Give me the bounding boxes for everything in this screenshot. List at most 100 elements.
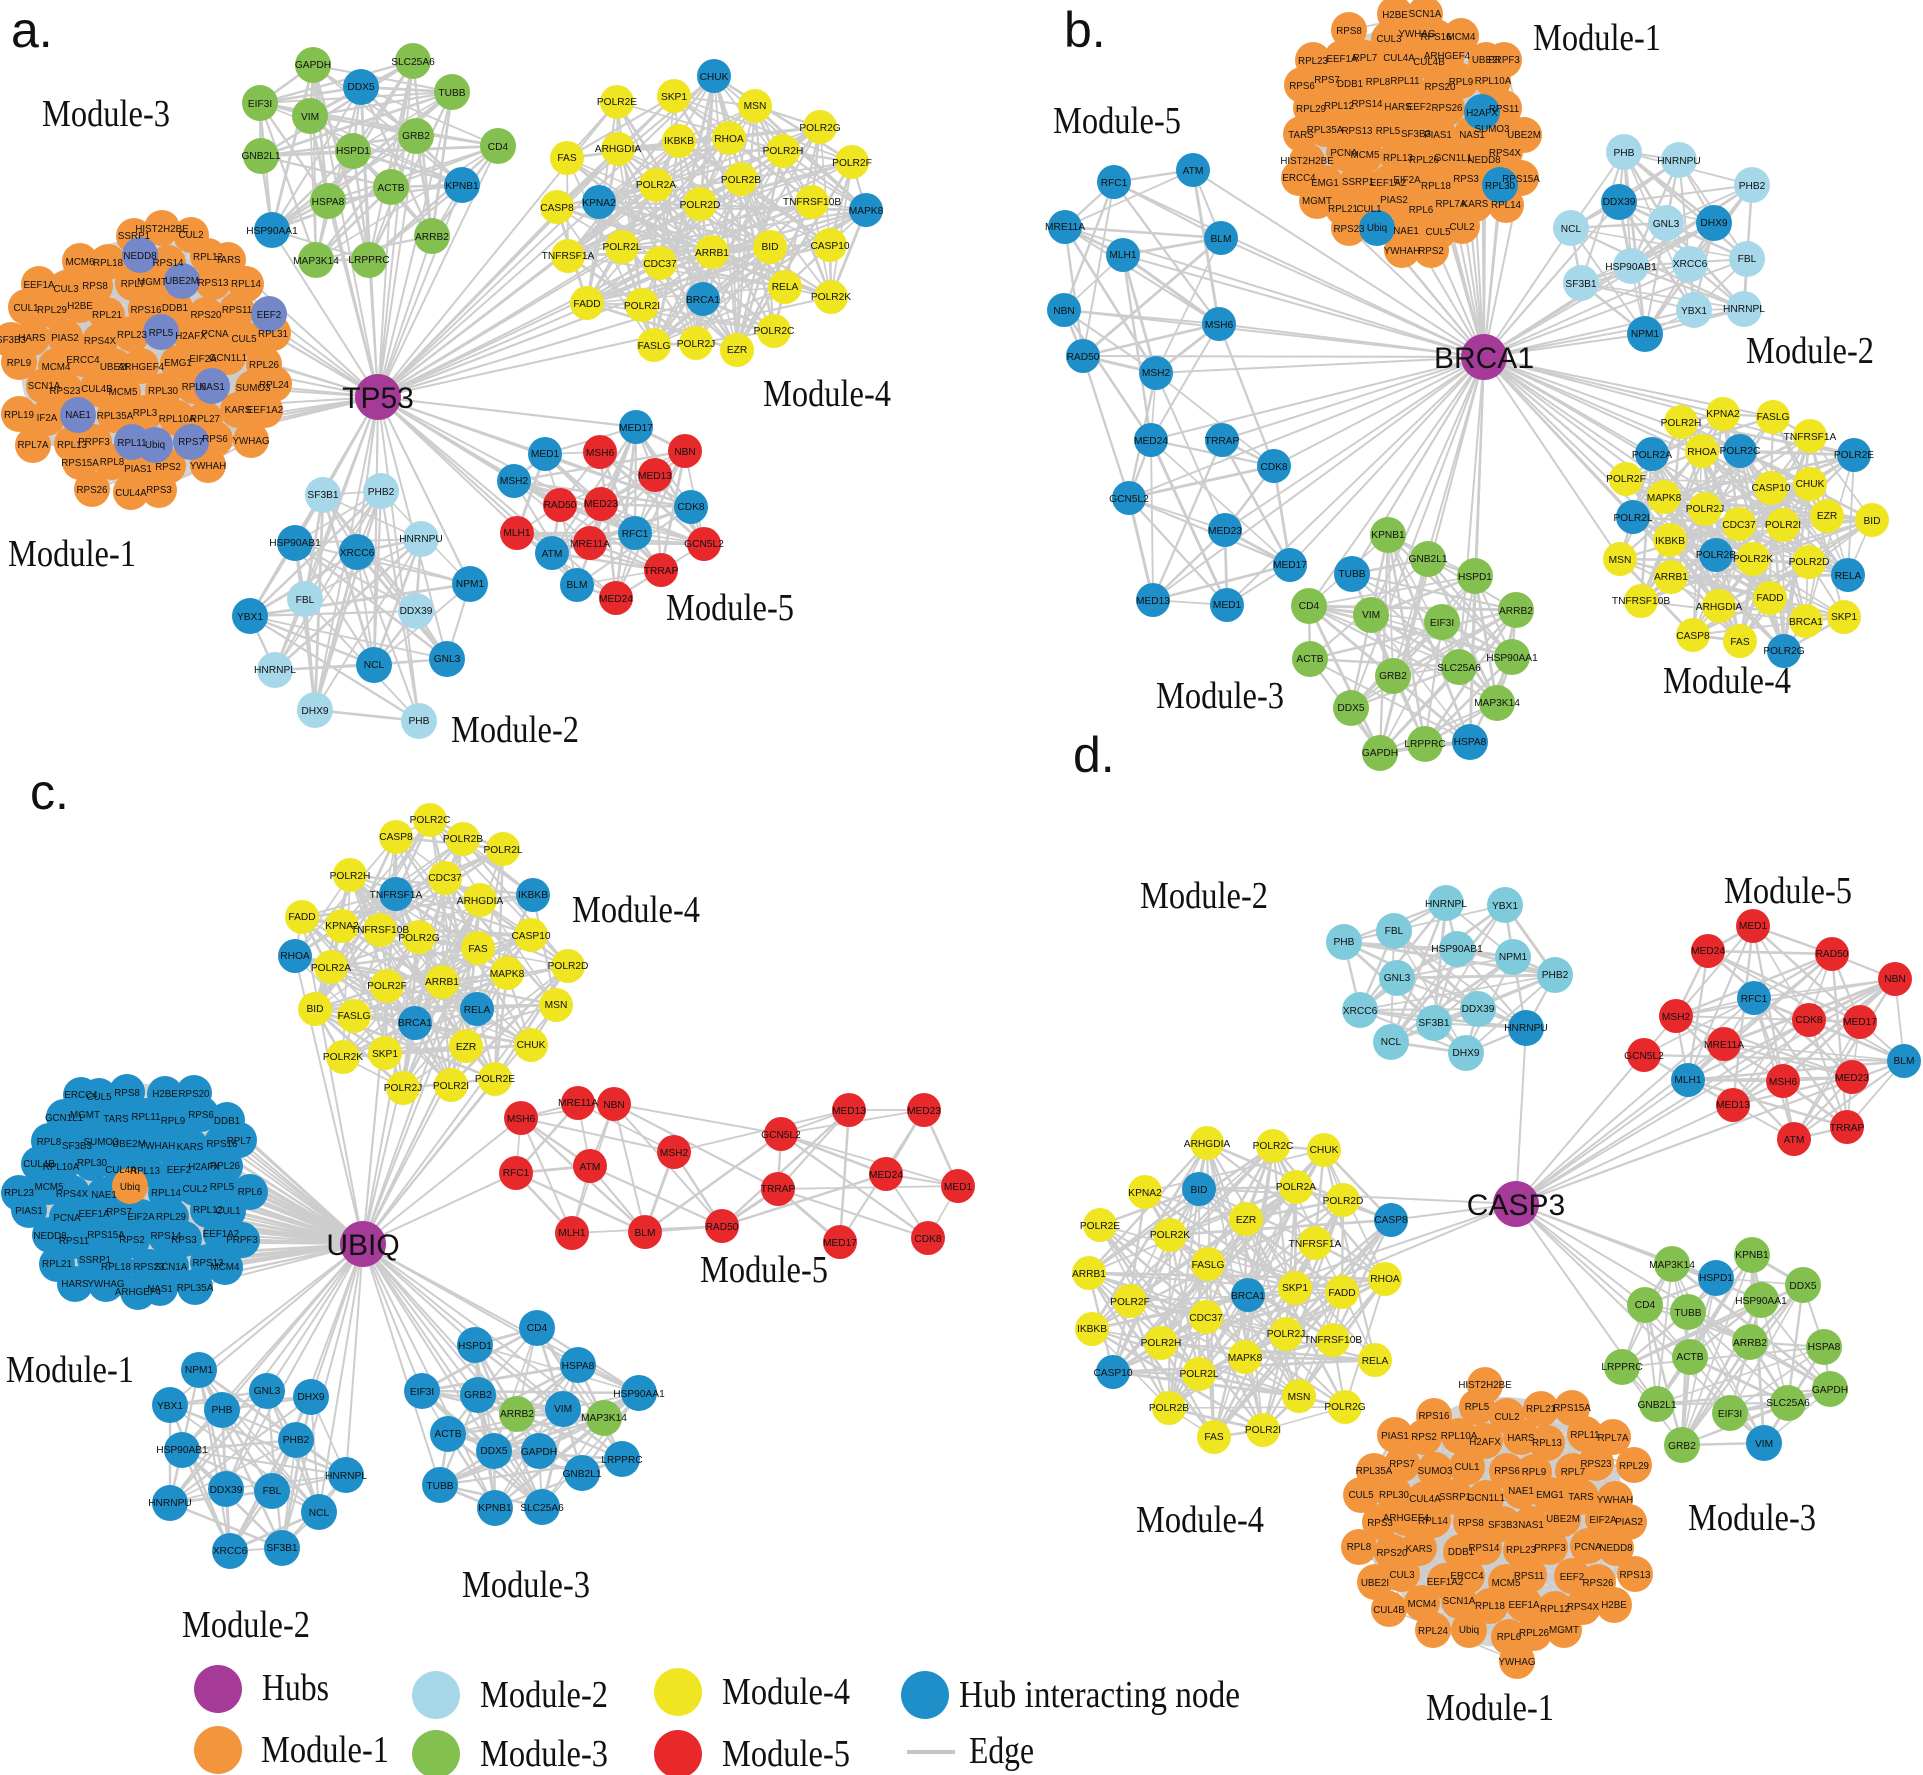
svg-text:ARRB1: ARRB1 xyxy=(1072,1269,1106,1280)
svg-text:EIF2A: EIF2A xyxy=(189,354,217,365)
svg-text:GNL3: GNL3 xyxy=(254,1386,281,1397)
svg-text:EIF3I: EIF3I xyxy=(1430,618,1454,629)
svg-text:HSP90AB1: HSP90AB1 xyxy=(156,1445,208,1456)
svg-text:RFC1: RFC1 xyxy=(622,529,649,540)
svg-text:CUL1: CUL1 xyxy=(1454,1462,1479,1473)
svg-text:RPL24: RPL24 xyxy=(1418,1626,1449,1637)
svg-text:SKP1: SKP1 xyxy=(1282,1283,1308,1294)
svg-text:RPL35A: RPL35A xyxy=(1307,125,1344,136)
svg-text:RPL9: RPL9 xyxy=(7,358,32,369)
svg-text:H2AFX: H2AFX xyxy=(175,331,207,342)
svg-text:TUBB: TUBB xyxy=(1674,1308,1701,1319)
svg-text:PHB2: PHB2 xyxy=(368,487,395,498)
svg-text:EIF2A: EIF2A xyxy=(1589,1515,1617,1526)
svg-text:PCNA: PCNA xyxy=(201,329,229,340)
svg-text:GCN5L2: GCN5L2 xyxy=(1109,494,1149,505)
svg-text:RPL8: RPL8 xyxy=(37,1137,62,1148)
svg-text:CASP10: CASP10 xyxy=(1093,1368,1132,1379)
svg-text:POLR2F: POLR2F xyxy=(367,981,407,992)
svg-text:RPS7: RPS7 xyxy=(1389,1459,1415,1470)
svg-text:KPNB1: KPNB1 xyxy=(445,181,479,192)
svg-text:POLR2C: POLR2C xyxy=(1253,1141,1294,1152)
svg-text:MED1: MED1 xyxy=(944,1182,973,1193)
svg-text:TNFRSF1A: TNFRSF1A xyxy=(370,890,423,901)
svg-text:POLR2D: POLR2D xyxy=(680,200,721,211)
svg-text:ARRB1: ARRB1 xyxy=(1654,572,1688,583)
svg-text:Module-2: Module-2 xyxy=(480,1674,608,1716)
svg-text:CUL2: CUL2 xyxy=(178,230,203,241)
svg-text:RPL21: RPL21 xyxy=(1328,204,1358,215)
svg-text:DDB1: DDB1 xyxy=(1337,79,1363,90)
svg-text:MED1: MED1 xyxy=(531,449,560,460)
svg-text:RPL12: RPL12 xyxy=(193,1205,223,1216)
svg-text:GCN5L2: GCN5L2 xyxy=(684,539,724,550)
svg-text:RPS7: RPS7 xyxy=(106,1207,132,1218)
svg-text:FBL: FBL xyxy=(1738,254,1757,265)
svg-text:POLR2I: POLR2I xyxy=(433,1081,469,1092)
svg-text:Ubiq: Ubiq xyxy=(145,440,165,451)
svg-text:GNL3: GNL3 xyxy=(434,654,461,665)
svg-text:GNB2L1: GNB2L1 xyxy=(1408,554,1447,565)
svg-text:RPS4X: RPS4X xyxy=(84,336,117,347)
svg-text:HSP90AA1: HSP90AA1 xyxy=(613,1389,665,1400)
svg-text:RPL13: RPL13 xyxy=(1532,1438,1563,1449)
svg-text:RELA: RELA xyxy=(464,1005,491,1016)
svg-text:RELA: RELA xyxy=(772,282,799,293)
svg-text:VIM: VIM xyxy=(554,1404,572,1415)
svg-text:XRCC6: XRCC6 xyxy=(213,1546,248,1557)
svg-text:YBX1: YBX1 xyxy=(1681,306,1707,317)
svg-text:GCN5L2: GCN5L2 xyxy=(761,1130,801,1141)
svg-text:EZR: EZR xyxy=(1236,1215,1256,1226)
svg-text:POLR2A: POLR2A xyxy=(1276,1182,1316,1193)
svg-text:NCL: NCL xyxy=(1561,224,1582,235)
svg-text:Module-1: Module-1 xyxy=(1426,1687,1554,1729)
svg-text:RPS7: RPS7 xyxy=(178,437,204,448)
svg-text:Edge: Edge xyxy=(969,1730,1034,1772)
svg-text:RPS8: RPS8 xyxy=(1458,1518,1484,1529)
svg-text:d.: d. xyxy=(1073,727,1115,783)
svg-text:CHUK: CHUK xyxy=(1796,479,1825,490)
svg-text:POLR2D: POLR2D xyxy=(548,961,589,972)
svg-text:HSP90AA1: HSP90AA1 xyxy=(1735,1296,1787,1307)
svg-text:MAP3K14: MAP3K14 xyxy=(1474,698,1520,709)
svg-text:MLH1: MLH1 xyxy=(1109,250,1137,261)
svg-text:POLR2L: POLR2L xyxy=(483,845,522,856)
svg-text:LRPPRC: LRPPRC xyxy=(1404,739,1445,750)
svg-text:HNRNPL: HNRNPL xyxy=(254,665,296,676)
svg-text:Module-4: Module-4 xyxy=(1136,1499,1264,1541)
svg-text:RPL26: RPL26 xyxy=(249,360,280,371)
svg-text:BLM: BLM xyxy=(1211,234,1232,245)
svg-text:ARRB2: ARRB2 xyxy=(415,232,449,243)
svg-text:SF3B1: SF3B1 xyxy=(1565,279,1596,290)
svg-text:CASP8: CASP8 xyxy=(1676,631,1710,642)
svg-text:MAPK8: MAPK8 xyxy=(1647,493,1682,504)
svg-text:MED17: MED17 xyxy=(619,423,653,434)
svg-text:RPL30: RPL30 xyxy=(77,1158,108,1169)
svg-text:HSPD1: HSPD1 xyxy=(1699,1273,1733,1284)
svg-text:FADD: FADD xyxy=(288,912,315,923)
svg-text:RPL13: RPL13 xyxy=(57,440,88,451)
svg-text:RPS16: RPS16 xyxy=(1418,1411,1450,1422)
svg-text:RPL18: RPL18 xyxy=(93,258,124,269)
svg-text:RPL24: RPL24 xyxy=(259,380,290,391)
svg-text:MSH6: MSH6 xyxy=(1769,1077,1798,1088)
svg-text:DHX9: DHX9 xyxy=(297,1392,325,1403)
svg-text:POLR2G: POLR2G xyxy=(1763,646,1804,657)
svg-text:SUMO3: SUMO3 xyxy=(236,383,271,394)
svg-text:GNB2L1: GNB2L1 xyxy=(562,1469,601,1480)
svg-text:NCL: NCL xyxy=(1381,1037,1402,1048)
svg-text:DHX9: DHX9 xyxy=(1700,218,1728,229)
svg-text:NPM1: NPM1 xyxy=(1499,952,1528,963)
svg-text:KPNB1: KPNB1 xyxy=(1735,1250,1769,1261)
svg-text:UBE2M: UBE2M xyxy=(1507,130,1541,141)
svg-text:RPS20: RPS20 xyxy=(190,310,222,321)
svg-text:POLR2F: POLR2F xyxy=(1606,474,1646,485)
svg-text:ERCC4: ERCC4 xyxy=(1450,1571,1484,1582)
svg-text:Ubiq: Ubiq xyxy=(1459,1625,1479,1636)
svg-text:GNL3: GNL3 xyxy=(1653,219,1680,230)
svg-text:Module-4: Module-4 xyxy=(1663,660,1791,702)
svg-text:HSP90AA1: HSP90AA1 xyxy=(246,226,298,237)
svg-text:RPL35A: RPL35A xyxy=(97,411,134,422)
svg-text:EEF2: EEF2 xyxy=(257,310,282,321)
svg-text:RPL8: RPL8 xyxy=(1347,1542,1372,1553)
